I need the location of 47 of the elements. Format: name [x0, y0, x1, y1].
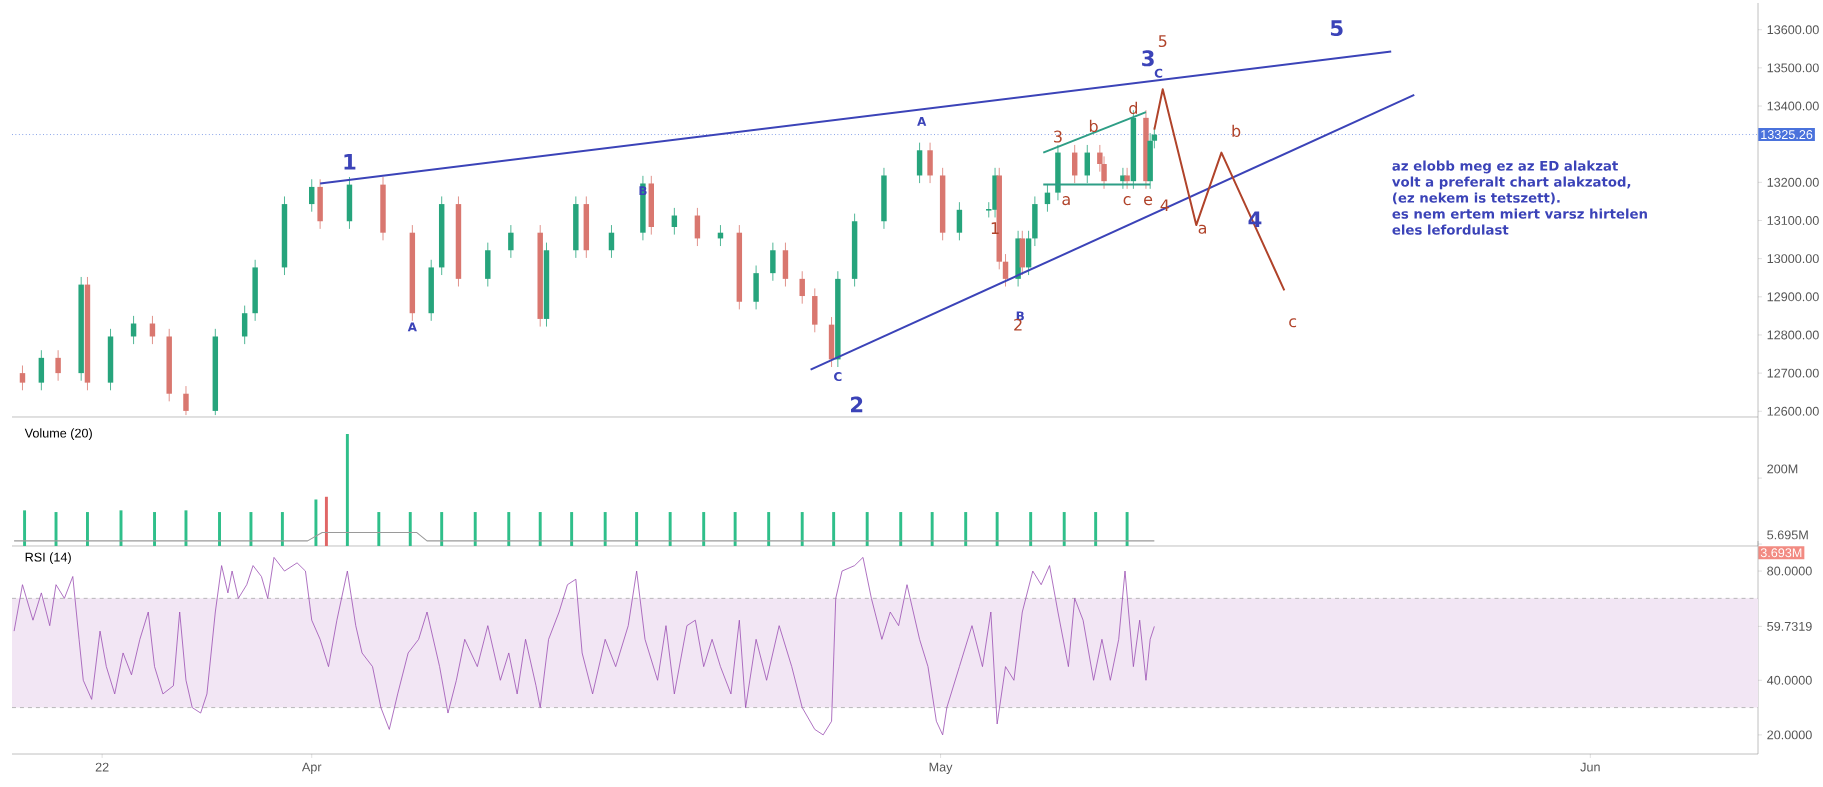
- x-tick-label: 22: [95, 762, 109, 772]
- annotation: a: [1198, 224, 1206, 234]
- y-tick-label: 12800.00: [1767, 330, 1819, 340]
- y-tick-label: 13500.00: [1767, 63, 1819, 73]
- y-tick-label: 13100.00: [1767, 216, 1819, 225]
- annotation: eles lefordulast: [1392, 224, 1509, 235]
- y-tick-label: 12700.00: [1767, 368, 1819, 378]
- annotation: volt a preferalt chart alakzatod,: [1392, 176, 1631, 190]
- annotation: 3: [1142, 50, 1154, 67]
- x-tick-label: Jun: [1580, 762, 1600, 772]
- y-tick-label: 59.7319: [1767, 621, 1812, 631]
- annotation: e: [1144, 196, 1153, 206]
- y-tick-label: 200M: [1767, 464, 1798, 474]
- annotation: az elobb meg ez az ED alakzat: [1392, 160, 1618, 174]
- y-tick-label: 5.695M: [1767, 530, 1808, 540]
- annotation: c: [1123, 196, 1131, 206]
- annotation: 2: [851, 396, 863, 413]
- annotation: es nem ertem miert varsz hirtelen: [1392, 208, 1647, 219]
- annotation: a: [1062, 196, 1070, 206]
- text: Volume (20): [24, 428, 92, 441]
- ref-line-label: 13325.26: [1761, 130, 1813, 140]
- y-tick-label: 13200.00: [1767, 177, 1819, 187]
- x-tick-label: Apr: [301, 762, 322, 774]
- y-tick-label: 13400.00: [1767, 101, 1819, 111]
- annotation: A: [917, 116, 927, 126]
- y-tick-label: 12900.00: [1767, 292, 1819, 302]
- y-tick-label: 13000.00: [1767, 254, 1819, 264]
- annotation: 5: [1158, 35, 1167, 48]
- annotation: C: [834, 372, 842, 382]
- y-tick-label: 40.0000: [1766, 675, 1812, 685]
- annotation: c: [1289, 318, 1297, 328]
- annotation: 5: [1330, 20, 1343, 37]
- y-tick-label: 80.0000: [1767, 566, 1812, 576]
- annotation: d: [1129, 101, 1137, 115]
- annotation: A: [407, 322, 417, 332]
- y-tick-label: 12600.00: [1767, 406, 1819, 416]
- y-tick-label: 20.0000: [1767, 730, 1812, 740]
- annotation: (ez nekem is tetszett).: [1393, 192, 1560, 205]
- y-tick-label: 13600.00: [1767, 25, 1819, 35]
- text: 3.693M: [1760, 548, 1802, 558]
- annotation: 3: [1054, 130, 1062, 143]
- text: RSI (14): [25, 552, 71, 565]
- x-tick-label: May: [929, 762, 953, 774]
- annotation: b: [1089, 119, 1098, 133]
- annotation: 1: [344, 153, 356, 170]
- annotation: b: [1232, 124, 1241, 137]
- annotation: C: [1154, 68, 1163, 78]
